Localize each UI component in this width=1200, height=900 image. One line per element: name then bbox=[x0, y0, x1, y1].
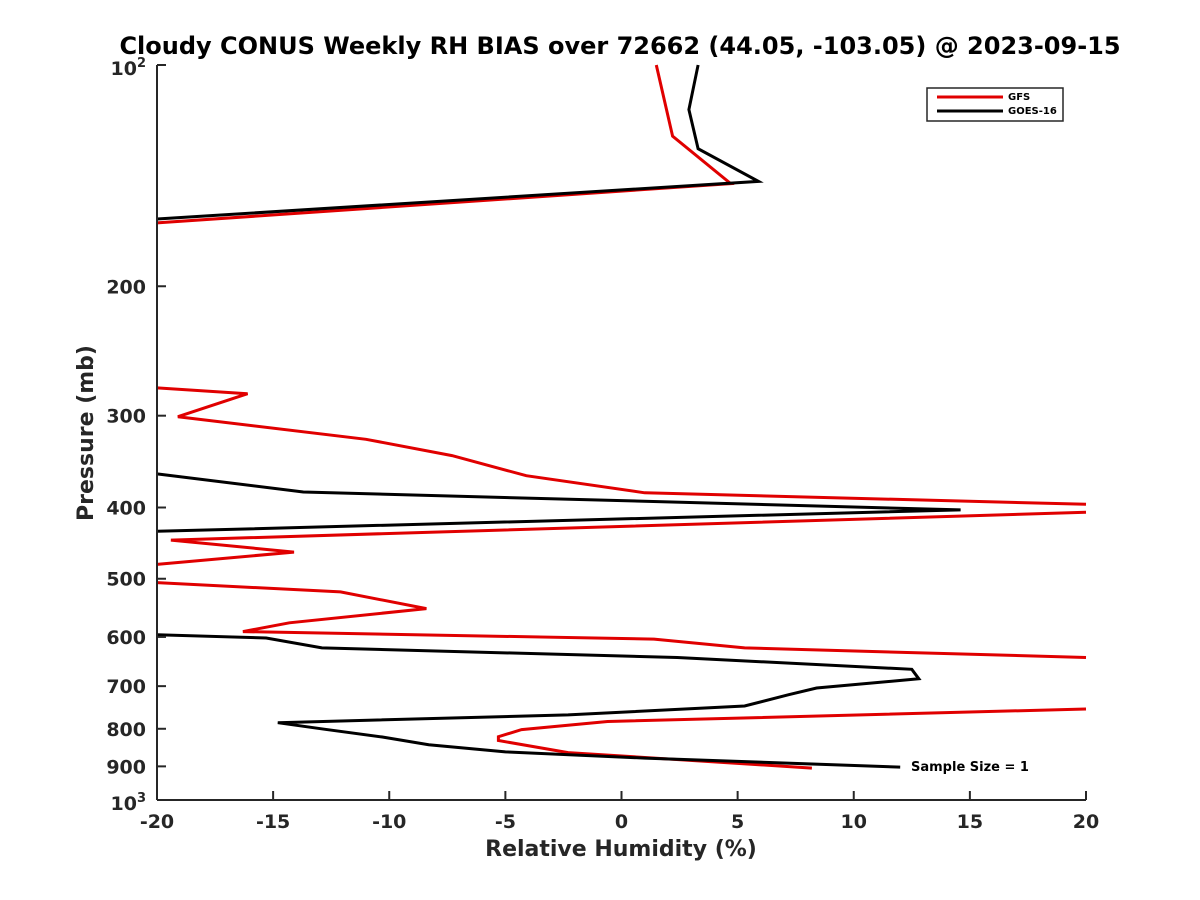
y-tick-bottom-base: 10 bbox=[111, 793, 137, 815]
y-tick-label-top: 102 bbox=[111, 56, 147, 80]
legend: GFS GOES-16 bbox=[926, 87, 1064, 122]
y-tick-bottom-exp: 3 bbox=[137, 791, 146, 806]
x-axis-label: Relative Humidity (%) bbox=[485, 837, 757, 862]
y-tick-top-exp: 2 bbox=[137, 56, 146, 71]
y-tick-label: 400 bbox=[106, 498, 146, 520]
y-tick-label: 200 bbox=[106, 276, 146, 298]
x-tick-label: -20 bbox=[140, 811, 174, 833]
series-line-gfs-segment-2 bbox=[156, 510, 1087, 566]
x-tick-label: 15 bbox=[957, 811, 983, 833]
y-tick-label: 300 bbox=[106, 406, 146, 428]
x-tick-label: -15 bbox=[256, 811, 290, 833]
y-tick-label: 800 bbox=[106, 719, 146, 741]
x-tick-label: -5 bbox=[495, 811, 516, 833]
y-tick-label: 900 bbox=[106, 756, 146, 778]
legend-box bbox=[926, 87, 1064, 122]
y-tick-label-bottom: 103 bbox=[111, 791, 147, 815]
y-ticks: 200 300 400 500 600 700 800 900 bbox=[106, 64, 166, 801]
series-line-gfs-segment-4 bbox=[496, 707, 1087, 770]
chart-title: Cloudy CONUS Weekly RH BIAS over 72662 (… bbox=[119, 32, 1120, 60]
x-tick-label: 20 bbox=[1073, 811, 1099, 833]
x-tick-label: 0 bbox=[615, 811, 628, 833]
y-axis-label: Pressure (mb) bbox=[74, 345, 99, 521]
series-line-goes16-segment-0 bbox=[156, 64, 764, 221]
y-tick-label: 700 bbox=[106, 676, 146, 698]
legend-label-gfs: GFS bbox=[1008, 92, 1030, 103]
sample-size-annotation: Sample Size = 1 bbox=[911, 760, 1029, 775]
y-tick-label: 600 bbox=[106, 627, 146, 649]
x-ticks: -20 -15 -10 -5 0 5 10 15 20 bbox=[140, 791, 1099, 833]
series-line-goes16-segment-2 bbox=[156, 633, 922, 769]
series-line-goes16-segment-1 bbox=[156, 472, 961, 533]
x-tick-label: -10 bbox=[372, 811, 406, 833]
series-line-gfs-segment-3 bbox=[156, 581, 1087, 659]
y-tick-top-base: 10 bbox=[111, 58, 137, 80]
series-line-gfs-segment-0 bbox=[156, 64, 735, 225]
series-line-gfs-segment-1 bbox=[156, 386, 1087, 506]
x-tick-label: 5 bbox=[731, 811, 744, 833]
series-layer bbox=[156, 64, 1087, 770]
x-tick-label: 10 bbox=[841, 811, 867, 833]
y-tick-label: 500 bbox=[106, 569, 146, 591]
legend-label-goes16: GOES-16 bbox=[1008, 106, 1057, 117]
